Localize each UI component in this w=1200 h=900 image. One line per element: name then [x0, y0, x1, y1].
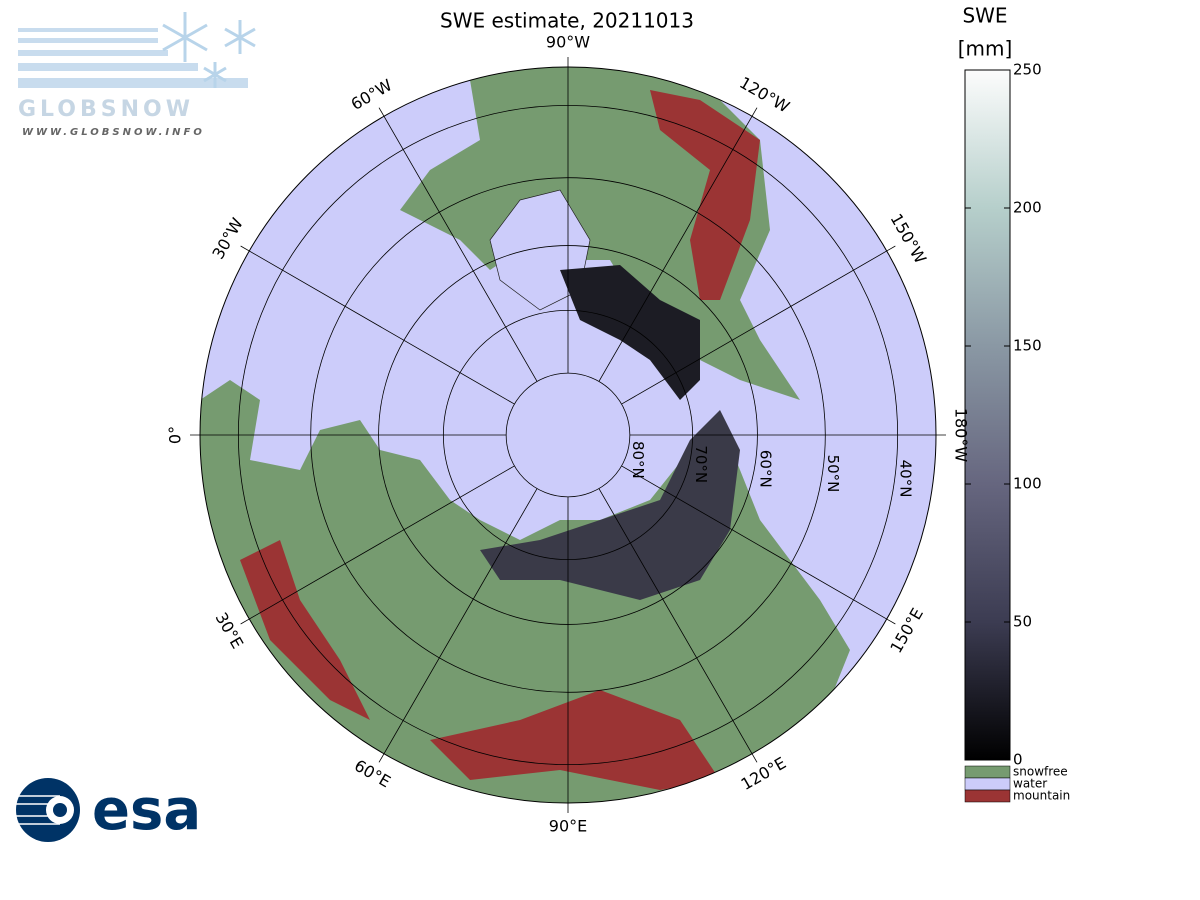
meridian-label: 90°E — [549, 817, 587, 836]
meridian-label: 30°E — [212, 609, 248, 652]
meridian-label: 0° — [166, 426, 185, 444]
mountains-na — [650, 90, 760, 300]
meridian — [598, 488, 758, 763]
colorbar-label: SWE — [962, 4, 1007, 28]
meridian — [621, 245, 896, 405]
colorbar: SWE [mm] — [958, 4, 1013, 761]
colorbar-unit: [mm] — [958, 37, 1013, 61]
meridian-label: 180°W — [952, 408, 971, 463]
parallel-label: 60°N — [756, 450, 774, 488]
meridian-label: 150°E — [886, 605, 927, 657]
parallel-label: 50°N — [824, 455, 842, 493]
map: 80°N 70°N 60°N 50°N 40°N — [190, 57, 946, 813]
meridian-label: 60°E — [351, 756, 394, 792]
esa-text: esa — [92, 778, 201, 843]
meridian — [378, 488, 538, 763]
meridian-label: 60°W — [348, 75, 396, 114]
logo-name: GLOBSNOW — [18, 97, 194, 122]
meridian-label: 30°W — [208, 214, 247, 262]
colorbar-tick-label: 200 — [1013, 199, 1042, 217]
colorbar-tick-label: 0 — [1013, 751, 1023, 769]
meridian-label: 150°W — [887, 210, 931, 267]
meridian — [598, 107, 758, 382]
meridian — [240, 465, 515, 625]
snow-siberia — [480, 410, 740, 600]
map-title: SWE estimate, 20211013 — [440, 9, 694, 33]
meridian — [240, 245, 515, 405]
colorbar-tick-label: 100 — [1013, 475, 1042, 493]
meridian — [378, 107, 538, 382]
mountains-europe — [240, 540, 370, 720]
legend-label: snowfree — [1013, 765, 1068, 779]
colorbar-tick-label: 50 — [1013, 613, 1032, 631]
legend-label: water — [1013, 777, 1047, 791]
land — [200, 67, 850, 803]
colorbar-tick-label: 250 — [1013, 61, 1042, 79]
mountains-asia — [430, 690, 720, 790]
parallel-label: 70°N — [692, 445, 710, 483]
globsnow-logo: GLOBSNOW WWW.GLOBSNOW.INFO — [18, 12, 256, 138]
logo-url: WWW.GLOBSNOW.INFO — [22, 127, 205, 138]
meridian — [621, 465, 896, 625]
colorbar-tick-label: 150 — [1013, 337, 1042, 355]
legend-swatch — [964, 765, 1011, 779]
parallel-label: 80°N — [629, 441, 647, 479]
colorbar-ramp — [964, 69, 1011, 761]
legend-swatch — [964, 777, 1011, 791]
esa-logo: esa — [16, 778, 201, 843]
snow-na — [560, 265, 700, 400]
legend-label: mountain — [1013, 789, 1070, 803]
meridian-label: 90°W — [546, 33, 590, 52]
parallel-label: 40°N — [896, 460, 914, 498]
meridian-label: 120°E — [738, 753, 790, 794]
legend-swatch — [964, 789, 1011, 803]
meridian-label: 120°W — [736, 73, 793, 117]
